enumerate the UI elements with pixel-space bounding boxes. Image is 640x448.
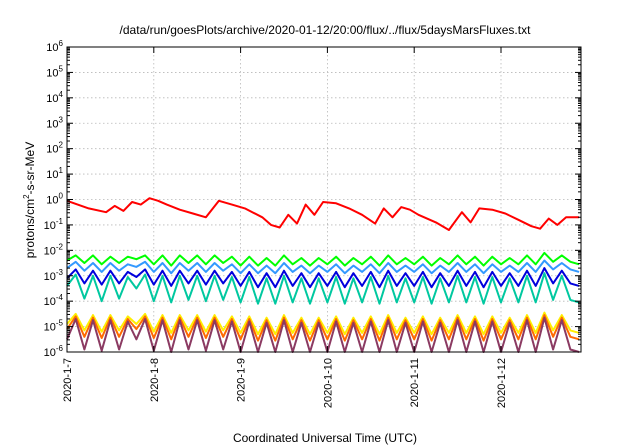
- y-axis-label-suffix: -s-sr-MeV: [23, 142, 37, 195]
- y-tick-base: 10: [44, 347, 56, 359]
- y-tick-label-8: 102: [46, 141, 63, 156]
- x-tick-labels: 2020-1-7 2020-1-8 2020-1-9 2020-1-10 2020-1-…: [62, 358, 508, 408]
- series-line-7: [66, 316, 580, 353]
- y-tick-base: 10: [44, 271, 56, 283]
- y-tick-exp: 2: [59, 141, 64, 150]
- y-tick-label-0: 10-6: [44, 344, 64, 359]
- y-tick-labels: 10-610-510-410-310-210-11001011021031041…: [44, 39, 64, 359]
- y-tick-exp: -2: [56, 242, 64, 251]
- y-tick-exp: 6: [59, 39, 64, 48]
- y-tick-exp: 3: [59, 115, 64, 124]
- x-tick-label-2: 2020-1-9: [236, 358, 248, 402]
- y-tick-exp: 0: [59, 192, 64, 201]
- y-tick-base: 10: [46, 67, 58, 79]
- y-tick-base: 10: [44, 322, 56, 334]
- series-lines: [66, 197, 580, 353]
- x-tick-label-3: 2020-1-10: [322, 358, 334, 408]
- series-line-2: [66, 259, 580, 275]
- y-tick-label-9: 103: [46, 115, 63, 130]
- y-tick-base: 10: [46, 144, 58, 156]
- y-tick-label-2: 10-4: [44, 293, 64, 308]
- y-tick-label-10: 104: [46, 90, 63, 105]
- y-tick-exp: 4: [59, 90, 64, 99]
- y-tick-base: 10: [46, 195, 58, 207]
- y-tick-label-11: 105: [46, 64, 63, 79]
- y-tick-base: 10: [46, 118, 58, 130]
- x-axis-label: Coordinated Universal Time (UTC): [233, 431, 417, 445]
- x-tick-label-1: 2020-1-8: [149, 358, 161, 402]
- series-line-5: [66, 311, 580, 336]
- series-line-4: [66, 272, 580, 305]
- y-tick-exp: -3: [56, 268, 64, 277]
- x-tick-label-4: 2020-1-11: [409, 358, 421, 407]
- y-tick-exp: -1: [56, 217, 64, 226]
- axis-ticks: [66, 46, 581, 353]
- series-line-6: [66, 314, 580, 342]
- y-tick-exp: -6: [56, 344, 64, 353]
- series-line-0: [66, 197, 580, 231]
- chart-title: /data/run/goesPlots/archive/2020-01-12/2…: [120, 23, 532, 37]
- series-line-3: [66, 267, 580, 289]
- y-tick-exp: -5: [56, 319, 64, 328]
- y-tick-label-6: 100: [46, 192, 63, 207]
- y-tick-label-4: 10-2: [44, 242, 64, 257]
- y-tick-label-7: 101: [46, 166, 63, 181]
- y-tick-base: 10: [46, 93, 58, 105]
- y-tick-exp: 5: [59, 64, 64, 73]
- y-axis-label-prefix: protons/cm: [23, 199, 37, 258]
- y-tick-exp: -4: [56, 293, 64, 302]
- grid: [67, 47, 581, 352]
- y-axis-label-sup: 2: [22, 194, 31, 199]
- y-axis-label: protons/cm2-s-sr-MeV: [22, 142, 37, 258]
- y-tick-exp: 1: [59, 166, 64, 175]
- y-tick-base: 10: [44, 245, 56, 257]
- y-tick-label-3: 10-3: [44, 268, 64, 283]
- y-tick-base: 10: [46, 169, 58, 181]
- y-tick-label-1: 10-5: [44, 319, 64, 334]
- x-tick-label-5: 2020-1-12: [496, 358, 508, 408]
- y-tick-base: 10: [44, 296, 56, 308]
- y-tick-label-12: 106: [46, 39, 63, 54]
- y-tick-label-5: 10-1: [44, 217, 64, 232]
- x-tick-label-0: 2020-1-7: [62, 358, 74, 402]
- series-line-1: [66, 251, 580, 267]
- y-tick-base: 10: [44, 220, 56, 232]
- y-tick-base: 10: [46, 42, 58, 54]
